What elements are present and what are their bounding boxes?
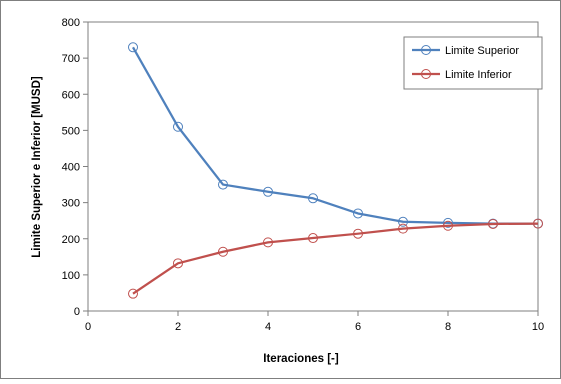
data-point-limite-inferior bbox=[443, 220, 453, 231]
y-tick-label: 800 bbox=[62, 17, 80, 29]
y-tick-label: 300 bbox=[62, 198, 80, 210]
data-point-limite-superior bbox=[218, 179, 228, 190]
data-point-limite-superior bbox=[308, 193, 318, 204]
y-tick-label: 700 bbox=[62, 53, 80, 65]
data-point-limite-superior bbox=[263, 186, 273, 197]
y-tick-label: 200 bbox=[62, 234, 80, 246]
data-point-limite-inferior bbox=[533, 218, 543, 229]
y-tick-label: 500 bbox=[62, 125, 80, 137]
series-limite-superior bbox=[128, 42, 543, 229]
x-tick-label: 4 bbox=[265, 321, 271, 333]
legend-marker-limite-inferior bbox=[421, 69, 431, 79]
x-tick-label: 10 bbox=[532, 321, 544, 333]
data-point-limite-inferior bbox=[398, 223, 408, 234]
x-tick-label: 8 bbox=[445, 321, 451, 333]
y-tick-label: 0 bbox=[74, 306, 80, 318]
data-point-limite-inferior bbox=[353, 228, 363, 239]
series-layer bbox=[128, 42, 543, 299]
y-tick-label: 400 bbox=[62, 162, 80, 174]
series-line-limite-superior bbox=[132, 46, 538, 225]
data-point-limite-superior bbox=[398, 216, 408, 227]
data-point-limite-inferior bbox=[308, 233, 318, 244]
data-point-limite-superior bbox=[128, 42, 138, 53]
legend: Limite Superior Limite Inferior bbox=[403, 36, 543, 90]
data-point-limite-inferior bbox=[128, 288, 138, 299]
x-axis-title: Iteraciones [-] bbox=[263, 353, 339, 365]
legend-label-limite-inferior: Limite Inferior bbox=[445, 69, 512, 81]
x-tick-label: 2 bbox=[175, 321, 181, 333]
series-line-limite-inferior bbox=[132, 222, 539, 295]
y-tick-label: 600 bbox=[62, 89, 80, 101]
data-point-limite-superior bbox=[353, 208, 363, 219]
x-axis-ticks: 0 2 4 6 8 10 bbox=[85, 311, 544, 333]
data-point-limite-superior bbox=[173, 121, 183, 132]
series-limite-inferior bbox=[128, 218, 543, 299]
data-point-limite-inferior bbox=[218, 246, 228, 257]
data-point-limite-inferior bbox=[173, 258, 183, 269]
x-tick-label: 6 bbox=[355, 321, 361, 333]
data-point-limite-inferior bbox=[488, 218, 498, 229]
legend-label-limite-superior: Limite Superior bbox=[445, 45, 519, 57]
y-axis-ticks: 0 100 200 300 400 500 600 700 800 bbox=[62, 17, 88, 318]
y-tick-label: 100 bbox=[62, 270, 80, 282]
y-axis-title: Limite Superior e Inferior [MUSD] bbox=[31, 76, 43, 258]
x-tick-label: 0 bbox=[85, 321, 91, 333]
legend-marker-limite-superior bbox=[421, 45, 431, 55]
data-point-limite-inferior bbox=[263, 237, 273, 248]
data-point-limite-superior bbox=[443, 217, 453, 228]
